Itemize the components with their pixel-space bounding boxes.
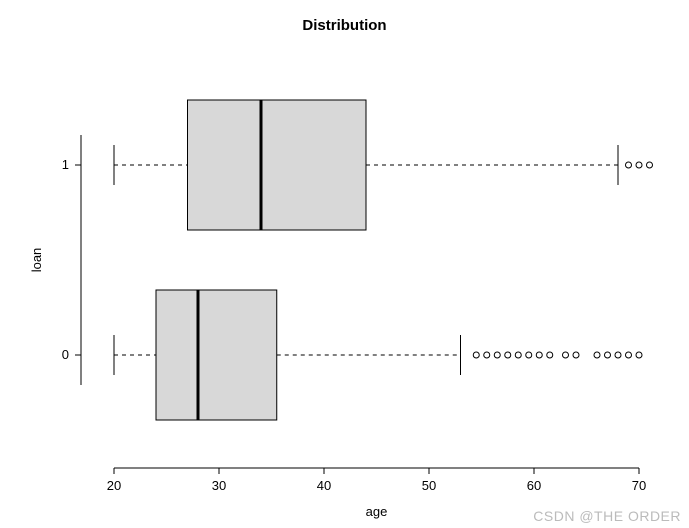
svg-text:0: 0 <box>62 347 69 362</box>
svg-text:1: 1 <box>62 157 69 172</box>
watermark-text: CSDN @THE ORDER <box>533 508 681 524</box>
svg-text:age: age <box>366 504 388 519</box>
svg-text:loan: loan <box>29 248 44 273</box>
svg-text:30: 30 <box>212 478 226 493</box>
svg-text:Distribution: Distribution <box>302 17 386 34</box>
svg-text:70: 70 <box>632 478 646 493</box>
svg-text:20: 20 <box>107 478 121 493</box>
chart-svg: Distribution 20 30 40 50 60 70 age 0 1 loan <box>0 0 689 528</box>
svg-text:40: 40 <box>317 478 331 493</box>
svg-text:60: 60 <box>527 478 541 493</box>
svg-text:50: 50 <box>422 478 436 493</box>
boxplot-chart: Distribution 20 30 40 50 60 70 age 0 1 loan CSDN @… <box>0 0 689 528</box>
